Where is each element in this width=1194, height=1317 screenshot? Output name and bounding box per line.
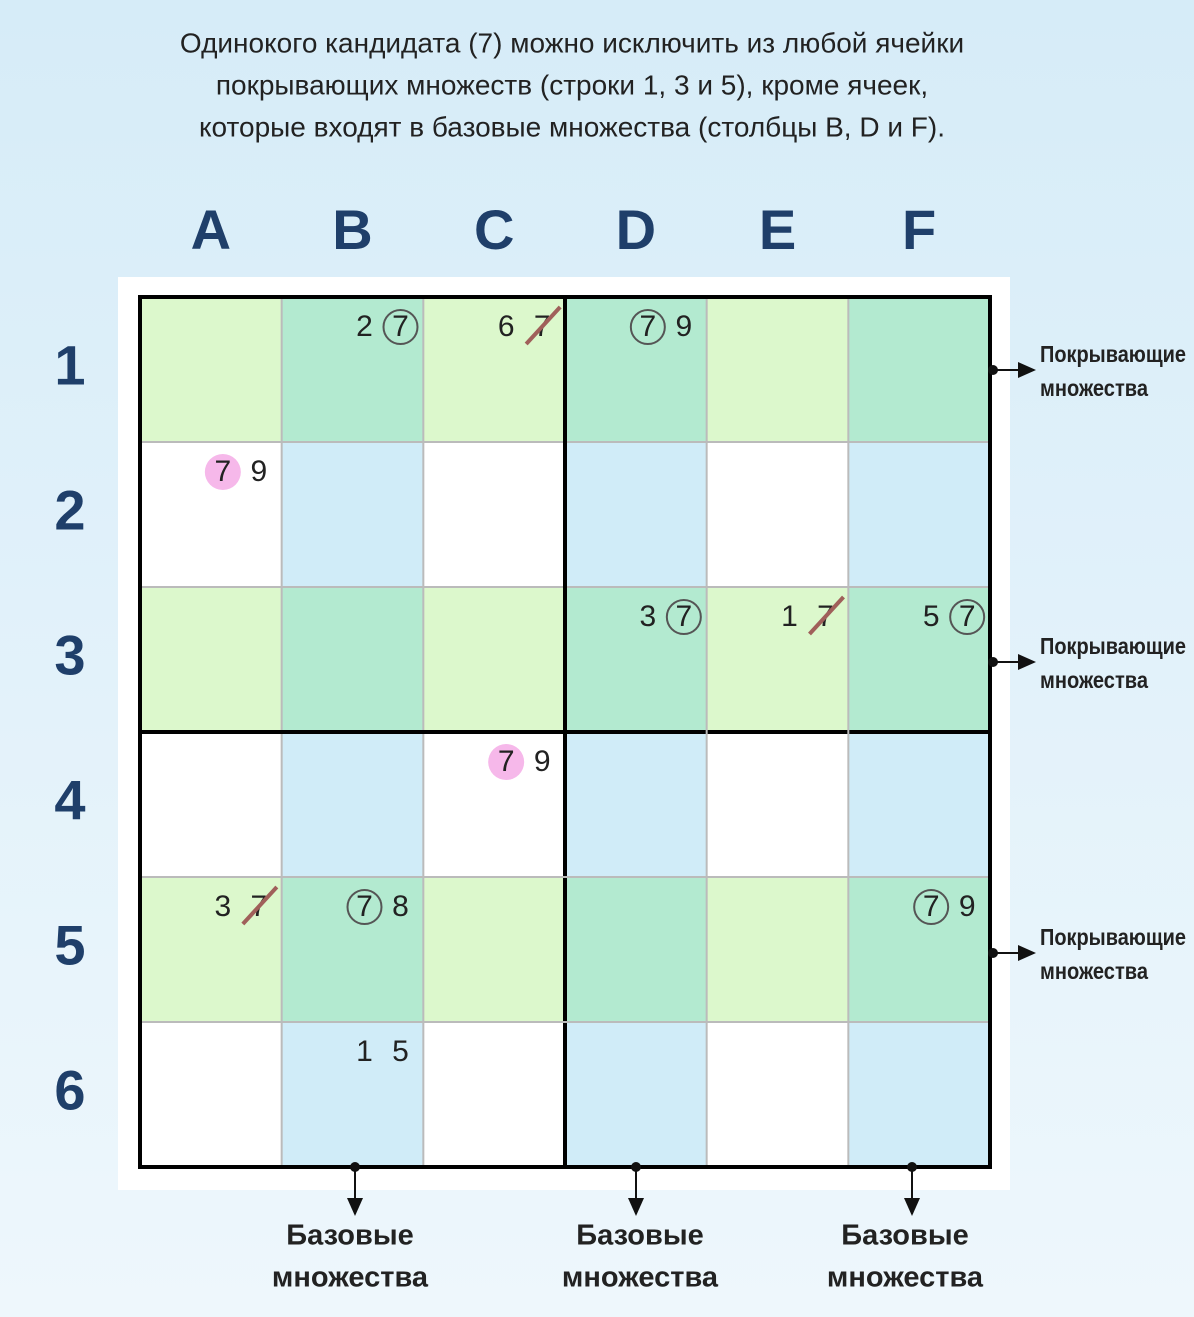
- candidate: 7: [675, 600, 692, 633]
- strike: [241, 885, 279, 926]
- candidate: 7: [498, 745, 515, 778]
- highlight: [204, 454, 241, 490]
- cover-label: множества: [1040, 958, 1148, 984]
- candidate: 1: [356, 1035, 373, 1068]
- strike: [808, 595, 845, 636]
- grid-border: [138, 295, 992, 1169]
- candidate-circle: [665, 599, 702, 635]
- cell: [281, 877, 424, 1022]
- candidate: 6: [498, 310, 515, 343]
- candidate-circle: [949, 599, 986, 635]
- candidate-circle: [346, 889, 383, 925]
- cell: [706, 442, 849, 587]
- cell: [281, 297, 424, 442]
- candidate: 9: [250, 455, 267, 488]
- highlight: [488, 744, 525, 780]
- cell: [140, 1022, 282, 1167]
- candidate: 9: [959, 890, 976, 923]
- cell: [848, 1022, 990, 1167]
- cell: [848, 442, 990, 587]
- row-label: 3: [54, 623, 85, 686]
- cell: [423, 1022, 565, 1167]
- base-label: Базовые: [576, 1220, 703, 1252]
- cell: [848, 587, 990, 732]
- cell: [706, 732, 849, 877]
- row-label: 4: [54, 768, 85, 831]
- candidate: 5: [392, 1035, 409, 1068]
- cell: [140, 587, 282, 732]
- candidate: 1: [781, 600, 798, 633]
- cell: [848, 732, 990, 877]
- cover-label: множества: [1040, 375, 1148, 401]
- column-label: B: [332, 198, 372, 261]
- row-label: 5: [54, 913, 85, 976]
- candidate-circle: [629, 309, 666, 345]
- cell: [140, 877, 282, 1022]
- base-label: множества: [562, 1262, 719, 1294]
- cell: [423, 442, 565, 587]
- candidate: 3: [639, 600, 656, 633]
- base-label: множества: [272, 1262, 429, 1294]
- candidate: 7: [639, 310, 656, 343]
- candidate: 7: [959, 600, 976, 633]
- cell: [848, 877, 990, 1022]
- candidate-circle: [382, 309, 419, 345]
- column-label: D: [616, 198, 656, 261]
- row-label: 2: [54, 478, 85, 541]
- cell: [706, 1022, 849, 1167]
- candidate: 2: [356, 310, 373, 343]
- cover-label: Покрывающие: [1040, 633, 1186, 659]
- cell: [706, 877, 849, 1022]
- cell: [565, 587, 707, 732]
- cell: [423, 587, 565, 732]
- cell: [565, 1022, 707, 1167]
- candidate: 7: [923, 890, 940, 923]
- candidate: 8: [392, 890, 409, 923]
- cell: [281, 587, 424, 732]
- column-label: E: [759, 198, 796, 261]
- candidate-circle: [913, 889, 950, 925]
- cell: [706, 587, 849, 732]
- row-label: 1: [54, 333, 85, 396]
- cell: [423, 877, 565, 1022]
- candidate: 7: [356, 890, 373, 923]
- cell: [140, 297, 282, 442]
- strike: [524, 305, 562, 346]
- candidate: 9: [675, 310, 692, 343]
- title-line: которые входят в базовые множества (стол…: [199, 111, 945, 142]
- cell: [281, 1022, 424, 1167]
- candidate: 9: [534, 745, 551, 778]
- base-label: Базовые: [286, 1220, 413, 1252]
- cell: [565, 442, 707, 587]
- column-label: A: [191, 198, 231, 261]
- cell: [848, 297, 990, 442]
- cell: [706, 297, 849, 442]
- cell: [140, 732, 282, 877]
- cover-label: множества: [1040, 667, 1148, 693]
- column-label: C: [474, 198, 514, 261]
- column-label: F: [902, 198, 936, 261]
- candidate: 7: [214, 455, 231, 488]
- cell: [423, 297, 565, 442]
- cover-label: Покрывающие: [1040, 341, 1186, 367]
- row-label: 6: [54, 1058, 85, 1121]
- title-line: Одинокого кандидата (7) можно исключить …: [180, 27, 964, 58]
- cell: [281, 442, 424, 587]
- candidate: 5: [923, 600, 940, 633]
- base-label: множества: [827, 1262, 984, 1294]
- cover-label: Покрывающие: [1040, 924, 1186, 950]
- cell: [565, 877, 707, 1022]
- candidate: 3: [214, 890, 231, 923]
- base-label: Базовые: [841, 1220, 968, 1252]
- cell: [281, 732, 424, 877]
- cell: [565, 732, 707, 877]
- title-line: покрывающих множеств (строки 1, 3 и 5), …: [216, 69, 928, 100]
- cell: [565, 297, 707, 442]
- candidate: 7: [392, 310, 409, 343]
